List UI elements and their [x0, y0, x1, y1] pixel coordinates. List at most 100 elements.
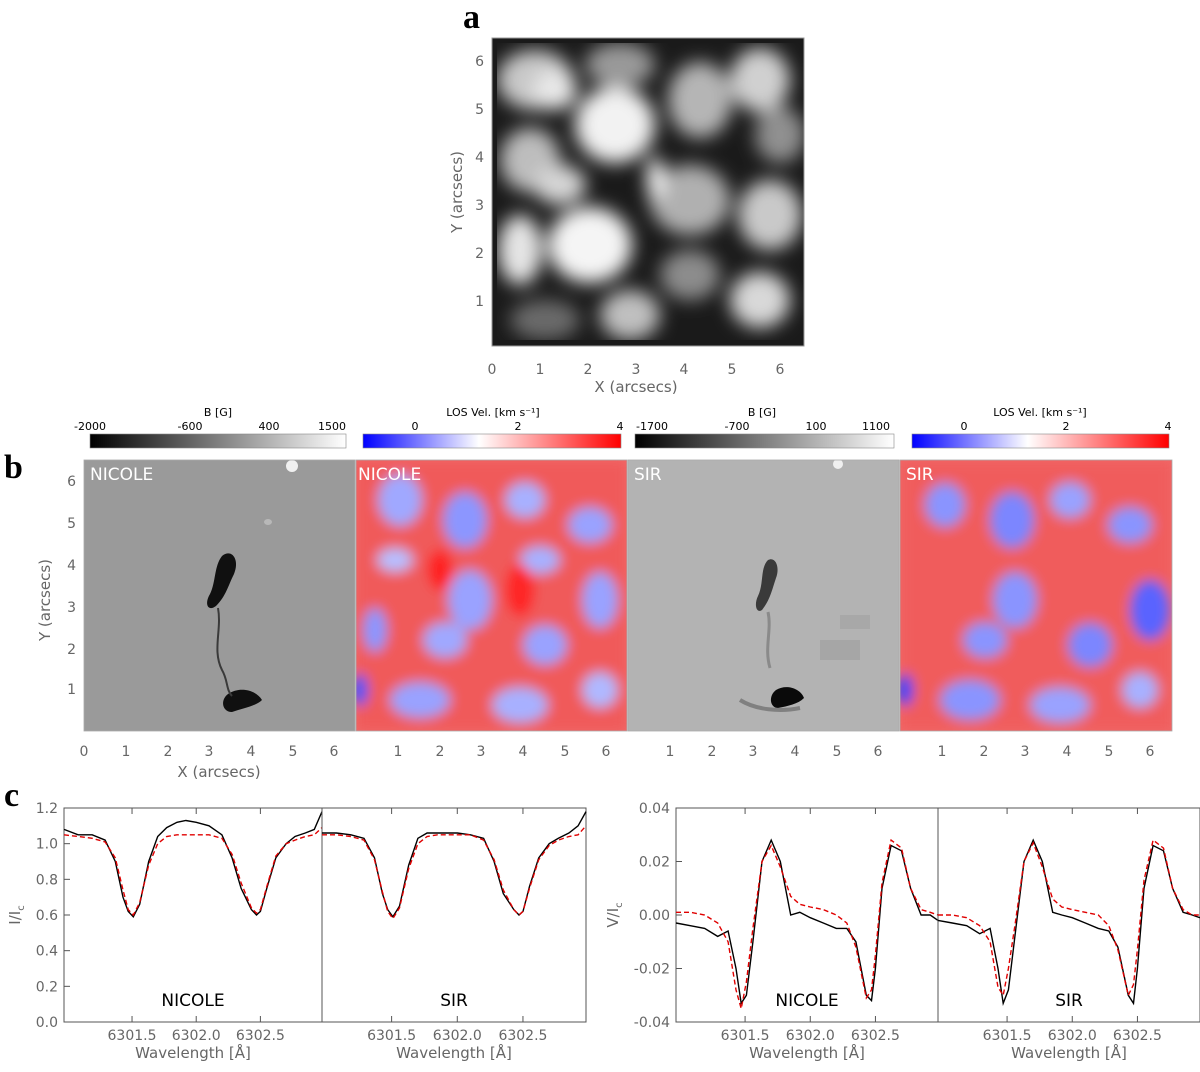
- x-tick-label: 6302.5: [498, 1028, 547, 1044]
- colorbar-gradient: [911, 433, 1170, 449]
- colorbar-title: B [G]: [204, 406, 232, 419]
- tick-label: 1: [536, 362, 545, 378]
- panel-a-xticks: 0 1 2 3 4 5 6: [488, 362, 785, 378]
- y-axis-label-sub: c: [16, 905, 27, 911]
- panel-b-xticks-3: 1 2 3 4 5 6: [666, 744, 883, 760]
- panel-b-xticks-4: 1 2 3 4 5 6: [938, 744, 1155, 760]
- tick-label: 3: [205, 744, 214, 760]
- map-nicole-v: [356, 460, 627, 731]
- x-tick-label: 6301.5: [108, 1028, 157, 1044]
- granulation-image: [492, 38, 804, 346]
- x-axis-label: Wavelength [Å]: [1011, 1043, 1127, 1062]
- x-axis-label: Wavelength [Å]: [749, 1043, 865, 1062]
- colorbar-tick: 400: [259, 420, 280, 433]
- tick-label: 4: [680, 362, 689, 378]
- colorbar-nicole-v: LOS Vel. [km s⁻¹] 0 2 4: [362, 406, 624, 449]
- fit-profile-line: [676, 838, 939, 1009]
- tick-label: 5: [1105, 744, 1114, 760]
- map-tag-nicole-b: NICOLE: [90, 465, 153, 485]
- x-axis-label: Wavelength [Å]: [135, 1043, 251, 1062]
- tick-label: 5: [728, 362, 737, 378]
- observed-profile-line: [63, 811, 323, 919]
- colorbar-tick: 4: [617, 420, 624, 433]
- colorbar-tick: -2000: [74, 420, 106, 433]
- x-tick-label: 6302.0: [172, 1028, 221, 1044]
- tick-label: 2: [436, 744, 445, 760]
- tick-label: 3: [1021, 744, 1030, 760]
- observed-profile-line: [322, 811, 587, 919]
- y-tick-label: 0.2: [36, 979, 58, 995]
- panel-label-a: a: [463, 0, 480, 36]
- panel-a-xlabel: X (arcsecs): [594, 378, 677, 396]
- panel-b: B [G] -2000 -600 400 1500 LOS Vel. [km s…: [36, 406, 1173, 781]
- tick-label: 5: [833, 744, 842, 760]
- tick-label: 4: [67, 558, 76, 574]
- y-tick-label: 0.04: [639, 801, 670, 817]
- y-tick-label: 0.4: [36, 944, 58, 960]
- spectrum-plot-0: 6301.5 6302.0 6302.5 0.0 0.2 0.4 0.6 0.8 1.0 1.2 I…: [6, 801, 323, 1062]
- x-tick-label: 6302.5: [851, 1028, 900, 1044]
- panel-b-ylabel: Y (arcsecs): [36, 559, 54, 642]
- x-axis-label: Wavelength [Å]: [396, 1043, 512, 1062]
- x-tick-label: 6302.0: [786, 1028, 835, 1044]
- colorbar-tick: 4: [1165, 420, 1172, 433]
- y-tick-label: 0.02: [639, 855, 670, 871]
- tick-label: 2: [67, 642, 76, 658]
- fit-profile-line: [938, 838, 1200, 998]
- plot-label: SIR: [1055, 991, 1083, 1011]
- colorbar-tick: 0: [412, 420, 419, 433]
- map-tag-nicole-v: NICOLE: [358, 465, 421, 485]
- colorbar-tick: 2: [1063, 420, 1070, 433]
- colorbar-gradient: [89, 433, 347, 449]
- tick-label: 1: [475, 294, 484, 310]
- tick-label: 4: [247, 744, 256, 760]
- tick-label: 4: [1063, 744, 1072, 760]
- tick-label: 3: [67, 600, 76, 616]
- tick-label: 6: [1146, 744, 1155, 760]
- tick-label: 4: [475, 150, 484, 166]
- colorbar-tick: 100: [806, 420, 827, 433]
- colorbar-tick: -700: [725, 420, 750, 433]
- tick-label: 1: [666, 744, 675, 760]
- colorbar-sir-b: B [G] -1700 -700 100 1100: [634, 406, 895, 449]
- tick-label: 6: [874, 744, 883, 760]
- x-tick-label: 6302.5: [1113, 1028, 1162, 1044]
- tick-label: 6: [330, 744, 339, 760]
- y-tick-label: 1.2: [36, 801, 58, 817]
- map-tag-sir-v: SIR: [906, 465, 934, 485]
- tick-label: 3: [632, 362, 641, 378]
- panel-b-xticks-2: 1 2 3 4 5 6: [394, 744, 611, 760]
- colorbar-tick: -600: [178, 420, 203, 433]
- tick-label: 2: [164, 744, 173, 760]
- fit-profile-line: [63, 827, 323, 917]
- tick-label: 5: [475, 102, 484, 118]
- tick-label: 5: [67, 516, 76, 532]
- plot-frame: [675, 807, 939, 1023]
- tick-label: 0: [80, 744, 89, 760]
- tick-label: 5: [289, 744, 298, 760]
- x-tick-label: 6301.5: [721, 1028, 770, 1044]
- colorbar-tick: 1100: [862, 420, 890, 433]
- tick-label: 2: [475, 246, 484, 262]
- map-sir-v: [900, 460, 1172, 731]
- map-nicole-b: [84, 460, 355, 731]
- x-tick-label: 6302.5: [236, 1028, 285, 1044]
- tick-label: 5: [561, 744, 570, 760]
- tick-label: 6: [67, 474, 76, 490]
- panel-b-xlabel: X (arcsecs): [177, 763, 260, 781]
- tick-label: 3: [475, 198, 484, 214]
- colorbar-title: B [G]: [748, 406, 776, 419]
- y-tick-label: 0.8: [36, 872, 58, 888]
- colorbar-tick: 1500: [318, 420, 346, 433]
- colorbar-title: LOS Vel. [km s⁻¹]: [993, 406, 1086, 419]
- panel-label-b: b: [4, 449, 23, 486]
- x-tick-label: 6302.0: [433, 1028, 482, 1044]
- tick-label: 4: [791, 744, 800, 760]
- observed-profile-line: [937, 838, 1200, 1007]
- x-tick-label: 6301.5: [983, 1028, 1032, 1044]
- observed-profile-line: [675, 838, 939, 1006]
- y-axis-label-sub: c: [614, 902, 625, 908]
